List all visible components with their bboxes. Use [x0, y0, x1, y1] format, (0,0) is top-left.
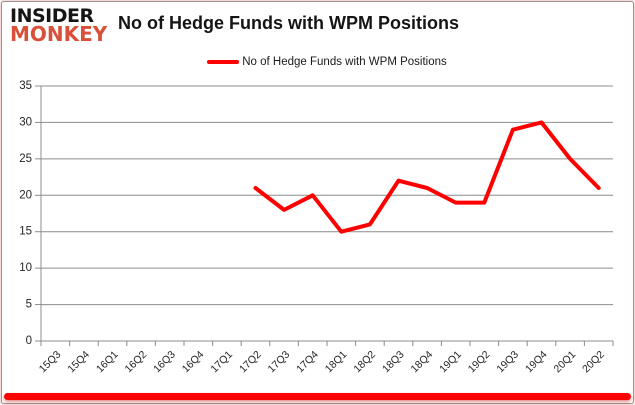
- y-tick-label: 0: [26, 335, 32, 347]
- x-tick-label: 18Q3: [380, 349, 407, 376]
- x-tick-label: 20Q1: [552, 349, 579, 376]
- legend-label: No of Hedge Funds with WPM Positions: [242, 56, 447, 68]
- legend: No of Hedge Funds with WPM Positions: [41, 55, 613, 69]
- y-tick-label: 25: [19, 153, 32, 165]
- logo-line-monkey: MONKEY: [10, 22, 108, 47]
- y-tick-label: 30: [19, 116, 32, 128]
- x-tick-label: 17Q4: [294, 349, 321, 376]
- x-tick-label: 16Q4: [180, 349, 207, 376]
- x-tick-label: 17Q3: [266, 349, 293, 376]
- x-tick-label: 19Q4: [523, 349, 550, 376]
- y-tick-label: 15: [19, 226, 32, 238]
- y-tick-label: 35: [19, 80, 32, 92]
- chart-title: No of Hedge Funds with WPM Positions: [118, 13, 459, 33]
- x-tick-label: 18Q2: [351, 349, 378, 376]
- x-tick-label: 15Q4: [65, 349, 92, 376]
- x-tick-label: 17Q1: [208, 349, 235, 376]
- y-tick-label: 5: [26, 299, 32, 311]
- bottom-red-bar: [4, 393, 631, 400]
- x-tick-label: 19Q2: [466, 349, 493, 376]
- legend-line-swatch: [207, 60, 240, 64]
- x-tick-label: 16Q3: [151, 349, 178, 376]
- x-tick-label: 19Q3: [494, 349, 521, 376]
- x-tick-label: 18Q1: [323, 349, 350, 376]
- x-tick-label: 15Q3: [37, 349, 64, 376]
- insider-monkey-logo: INSIDER MONKEY: [10, 5, 120, 47]
- x-tick-label: 20Q2: [580, 349, 607, 376]
- x-tick-label: 18Q4: [409, 349, 436, 376]
- x-tick-label: 19Q1: [437, 349, 464, 376]
- data-line: [253, 120, 601, 234]
- x-tick-label: 16Q1: [94, 349, 121, 376]
- y-tick-label: 10: [19, 262, 32, 274]
- x-tick-label: 16Q2: [123, 349, 150, 376]
- y-tick-label: 20: [19, 189, 32, 201]
- x-tick-label: 17Q2: [237, 349, 264, 376]
- logo-line-insider: INSIDER: [10, 5, 94, 27]
